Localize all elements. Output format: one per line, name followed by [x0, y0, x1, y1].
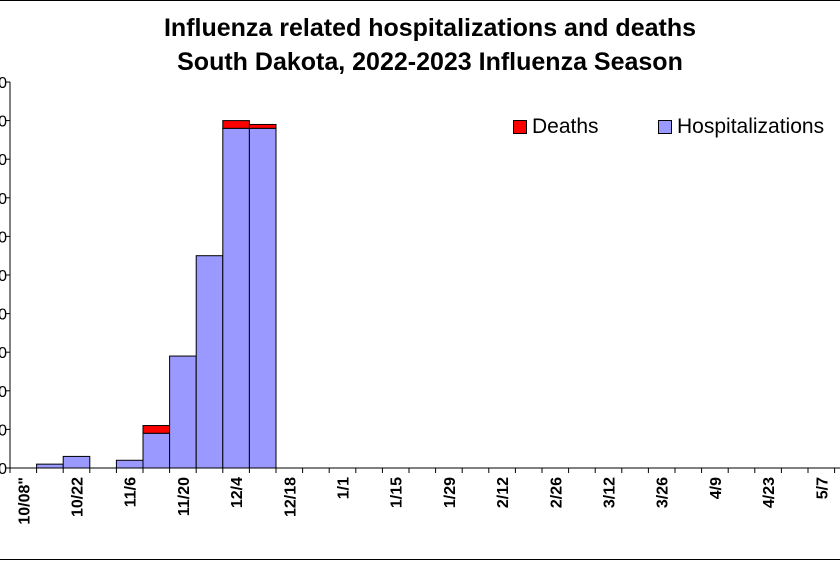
x-tick-label: 11/6: [123, 477, 140, 507]
x-tick-label: 10/22: [70, 477, 87, 517]
x-tick-label: 3/12: [602, 477, 619, 508]
hospitalizations-bar: [62, 455, 91, 469]
x-tick-label: 2/12: [495, 477, 512, 508]
x-tick-label: 4/9: [708, 477, 725, 499]
hospitalizations-bar: [222, 127, 250, 469]
hospitalizations-bar: [195, 255, 224, 469]
hospitalizations-swatch: [658, 120, 672, 134]
x-tick-label: 1/29: [442, 477, 459, 508]
y-tick-label: 10: [0, 422, 7, 439]
y-tick-label: 0: [0, 461, 7, 478]
y-tick-label: 30: [0, 345, 7, 362]
hospitalizations-bar: [36, 463, 64, 469]
x-tick-label: 3/26: [655, 477, 672, 508]
y-tick-label: 60: [0, 229, 7, 246]
y-tick-label: 90: [0, 114, 7, 131]
y-tick-label: 100: [0, 75, 7, 92]
hospitalizations-bar: [142, 432, 171, 469]
x-tick-label: 12/18: [282, 477, 299, 517]
x-tick-label: 1/15: [389, 477, 406, 508]
hospitalizations-bar: [115, 459, 144, 469]
legend-label-hospitalizations: Hospitalizations: [677, 115, 825, 138]
x-tick-label: 1/1: [336, 477, 353, 499]
x-tick-label: 4/23: [761, 477, 778, 508]
legend-item-hospitalizations: Hospitalizations: [658, 115, 824, 139]
y-tick-label: 50: [0, 268, 7, 285]
chart-title: Influenza related hospitalizations and d…: [163, 14, 697, 42]
hospitalizations-bar: [169, 355, 197, 469]
x-tick-label: 5/7: [814, 477, 831, 499]
chart-subtitle: South Dakota, 2022-2023 Influenza Season: [177, 48, 683, 76]
y-tick-label: 80: [0, 152, 7, 169]
y-tick-label: 20: [0, 384, 7, 401]
y-tick-label: 40: [0, 307, 7, 324]
y-tick-label: 70: [0, 191, 7, 208]
x-tick-label: 10/08": [16, 477, 33, 525]
deaths-bar: [248, 123, 277, 129]
hospitalizations-bar: [248, 127, 277, 469]
legend-label-deaths: Deaths: [532, 115, 599, 138]
deaths-bar: [142, 425, 171, 434]
x-tick-label: 12/4: [229, 477, 246, 508]
x-tick-label: 2/26: [548, 477, 565, 508]
legend-item-deaths: Deaths: [513, 115, 599, 139]
deaths-bar: [222, 120, 250, 129]
x-tick-label: 11/20: [176, 477, 193, 516]
deaths-swatch: [513, 120, 527, 134]
